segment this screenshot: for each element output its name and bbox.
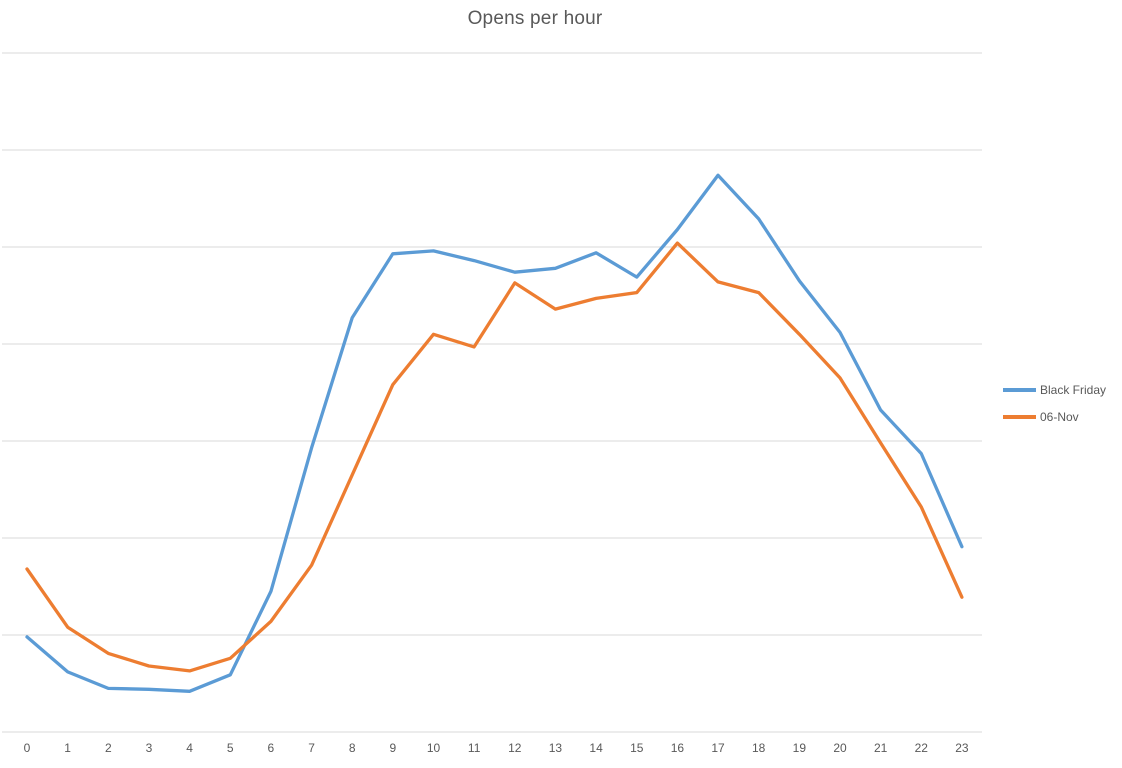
x-tick-label: 5 [226,741,234,755]
x-tick-label: 22 [914,741,928,755]
x-tick-label: 1 [64,741,71,755]
x-tick-label: 14 [589,741,603,755]
legend-item: 06-Nov [1003,409,1106,425]
x-tick-label: 20 [833,741,847,755]
x-tick-label: 3 [145,741,153,755]
x-tick-label: 21 [873,741,888,755]
gridlines [2,52,982,733]
x-tick-label: 15 [630,741,644,755]
x-tick-label: 17 [711,741,725,755]
legend-item: Black Friday [1003,382,1106,398]
x-tick-label: 10 [426,741,441,755]
x-tick-label: 4 [186,741,193,755]
series-lines [25,173,964,693]
x-tick-label: 13 [548,741,563,755]
legend-label: 06-Nov [1040,410,1079,424]
legend-label: Black Friday [1040,383,1107,397]
x-tick-label: 11 [467,741,481,755]
x-tick-label: 2 [104,741,112,755]
x-tick-label: 0 [23,741,31,755]
chart-title: Opens per hour [467,8,603,29]
x-tick-label: 18 [752,741,766,755]
x-tick-label: 12 [508,741,522,755]
x-tick-label: 8 [348,741,356,755]
x-tick-label: 9 [389,741,397,755]
x-tick-label: 6 [267,741,275,755]
legend-line-swatch [1003,388,1036,392]
legend-line-swatch [1003,415,1036,419]
x-tick-label: 7 [308,741,315,755]
x-tick-label: 19 [792,741,807,755]
series-line-black-friday [25,173,964,693]
x-tick-label: 16 [670,741,685,755]
series-line-06-nov [25,241,964,673]
x-tick-label: 23 [955,741,969,755]
legend: Black Friday 06-Nov [1003,382,1106,436]
